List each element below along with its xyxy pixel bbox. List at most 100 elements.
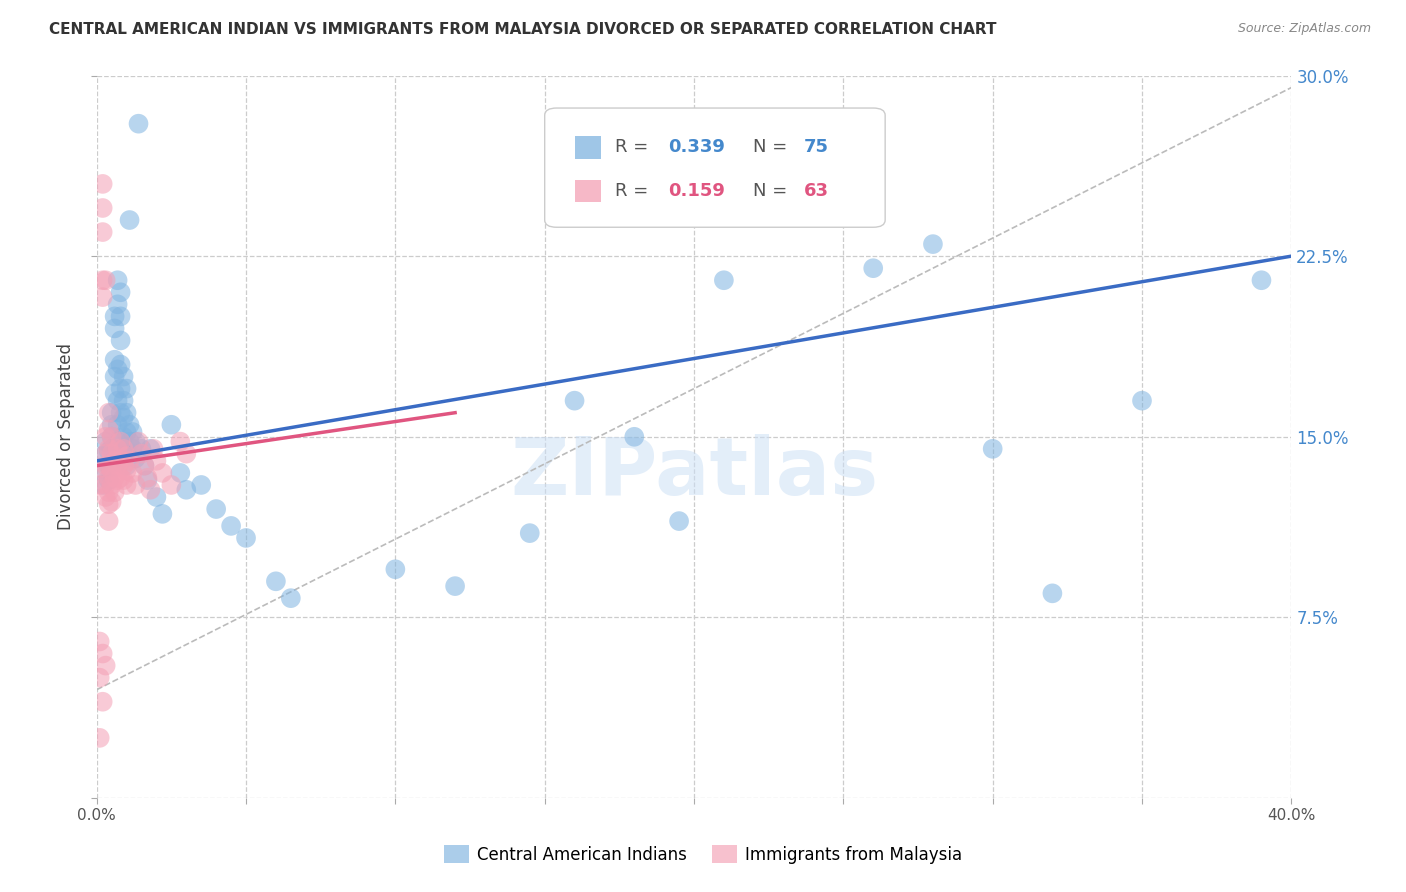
Point — [981, 442, 1004, 456]
Point — [107, 473, 129, 487]
Point — [100, 442, 122, 456]
Text: Source: ZipAtlas.com: Source: ZipAtlas.com — [1237, 22, 1371, 36]
Point — [112, 369, 135, 384]
Point — [235, 531, 257, 545]
Point — [89, 671, 111, 685]
Point — [118, 213, 141, 227]
Point — [124, 478, 146, 492]
Point — [169, 434, 191, 449]
Point — [124, 451, 146, 466]
Point — [89, 634, 111, 648]
Point — [118, 454, 141, 468]
Point — [131, 442, 153, 456]
Point — [139, 483, 162, 497]
Point — [169, 466, 191, 480]
Point — [136, 473, 159, 487]
Point — [134, 458, 156, 473]
Point — [97, 485, 120, 500]
Point — [100, 463, 122, 477]
Text: 63: 63 — [804, 182, 830, 200]
Point — [1130, 393, 1153, 408]
Point — [128, 434, 150, 449]
Point — [112, 458, 135, 473]
Point — [110, 471, 132, 485]
Point — [112, 393, 135, 408]
Point — [100, 430, 122, 444]
Point — [115, 478, 138, 492]
Point — [100, 430, 122, 444]
Point — [107, 273, 129, 287]
Point — [205, 502, 228, 516]
Point — [176, 483, 198, 497]
Point — [922, 237, 945, 252]
Point — [190, 478, 212, 492]
Text: N =: N = — [752, 182, 793, 200]
Point — [97, 514, 120, 528]
Point — [97, 458, 120, 473]
Point — [115, 458, 138, 473]
Point — [100, 447, 122, 461]
Point — [219, 519, 242, 533]
Point — [100, 456, 122, 470]
Point — [94, 658, 117, 673]
Point — [668, 514, 690, 528]
Point — [89, 478, 111, 492]
FancyBboxPatch shape — [544, 108, 886, 227]
Point — [112, 447, 135, 461]
Point — [444, 579, 467, 593]
Point — [280, 591, 302, 606]
Point — [115, 382, 138, 396]
Point — [104, 369, 127, 384]
Point — [97, 473, 120, 487]
Point — [97, 471, 120, 485]
Point — [136, 471, 159, 485]
Point — [110, 285, 132, 300]
Point — [145, 490, 167, 504]
Point — [97, 458, 120, 473]
Point — [107, 362, 129, 376]
Point — [94, 490, 117, 504]
Point — [124, 434, 146, 449]
Point — [142, 442, 165, 456]
Point — [107, 434, 129, 449]
Point — [94, 463, 117, 477]
Point — [100, 495, 122, 509]
Point — [107, 417, 129, 432]
Point — [104, 471, 127, 485]
Point — [160, 417, 183, 432]
Point — [104, 485, 127, 500]
Point — [115, 406, 138, 420]
Point — [115, 425, 138, 439]
Point — [97, 406, 120, 420]
Point — [121, 442, 143, 456]
Point — [97, 442, 120, 456]
Point — [110, 334, 132, 348]
Point — [112, 442, 135, 456]
Point — [91, 273, 114, 287]
Point — [862, 261, 884, 276]
Point — [112, 430, 135, 444]
Point — [107, 442, 129, 456]
Point — [107, 393, 129, 408]
Point — [94, 430, 117, 444]
Point — [832, 153, 855, 167]
Text: 75: 75 — [804, 138, 830, 156]
Point — [112, 410, 135, 425]
Text: 0.339: 0.339 — [668, 138, 724, 156]
Point — [160, 478, 183, 492]
Point — [94, 478, 117, 492]
Point — [94, 447, 117, 461]
Point — [91, 695, 114, 709]
Point — [91, 449, 114, 463]
Point — [112, 473, 135, 487]
Point — [121, 466, 143, 480]
Point — [104, 321, 127, 335]
Point — [176, 447, 198, 461]
Point — [91, 225, 114, 239]
Point — [115, 463, 138, 477]
Point — [91, 647, 114, 661]
Legend: Central American Indians, Immigrants from Malaysia: Central American Indians, Immigrants fro… — [437, 838, 969, 871]
Point — [115, 442, 138, 456]
Point — [145, 454, 167, 468]
Point — [134, 458, 156, 473]
